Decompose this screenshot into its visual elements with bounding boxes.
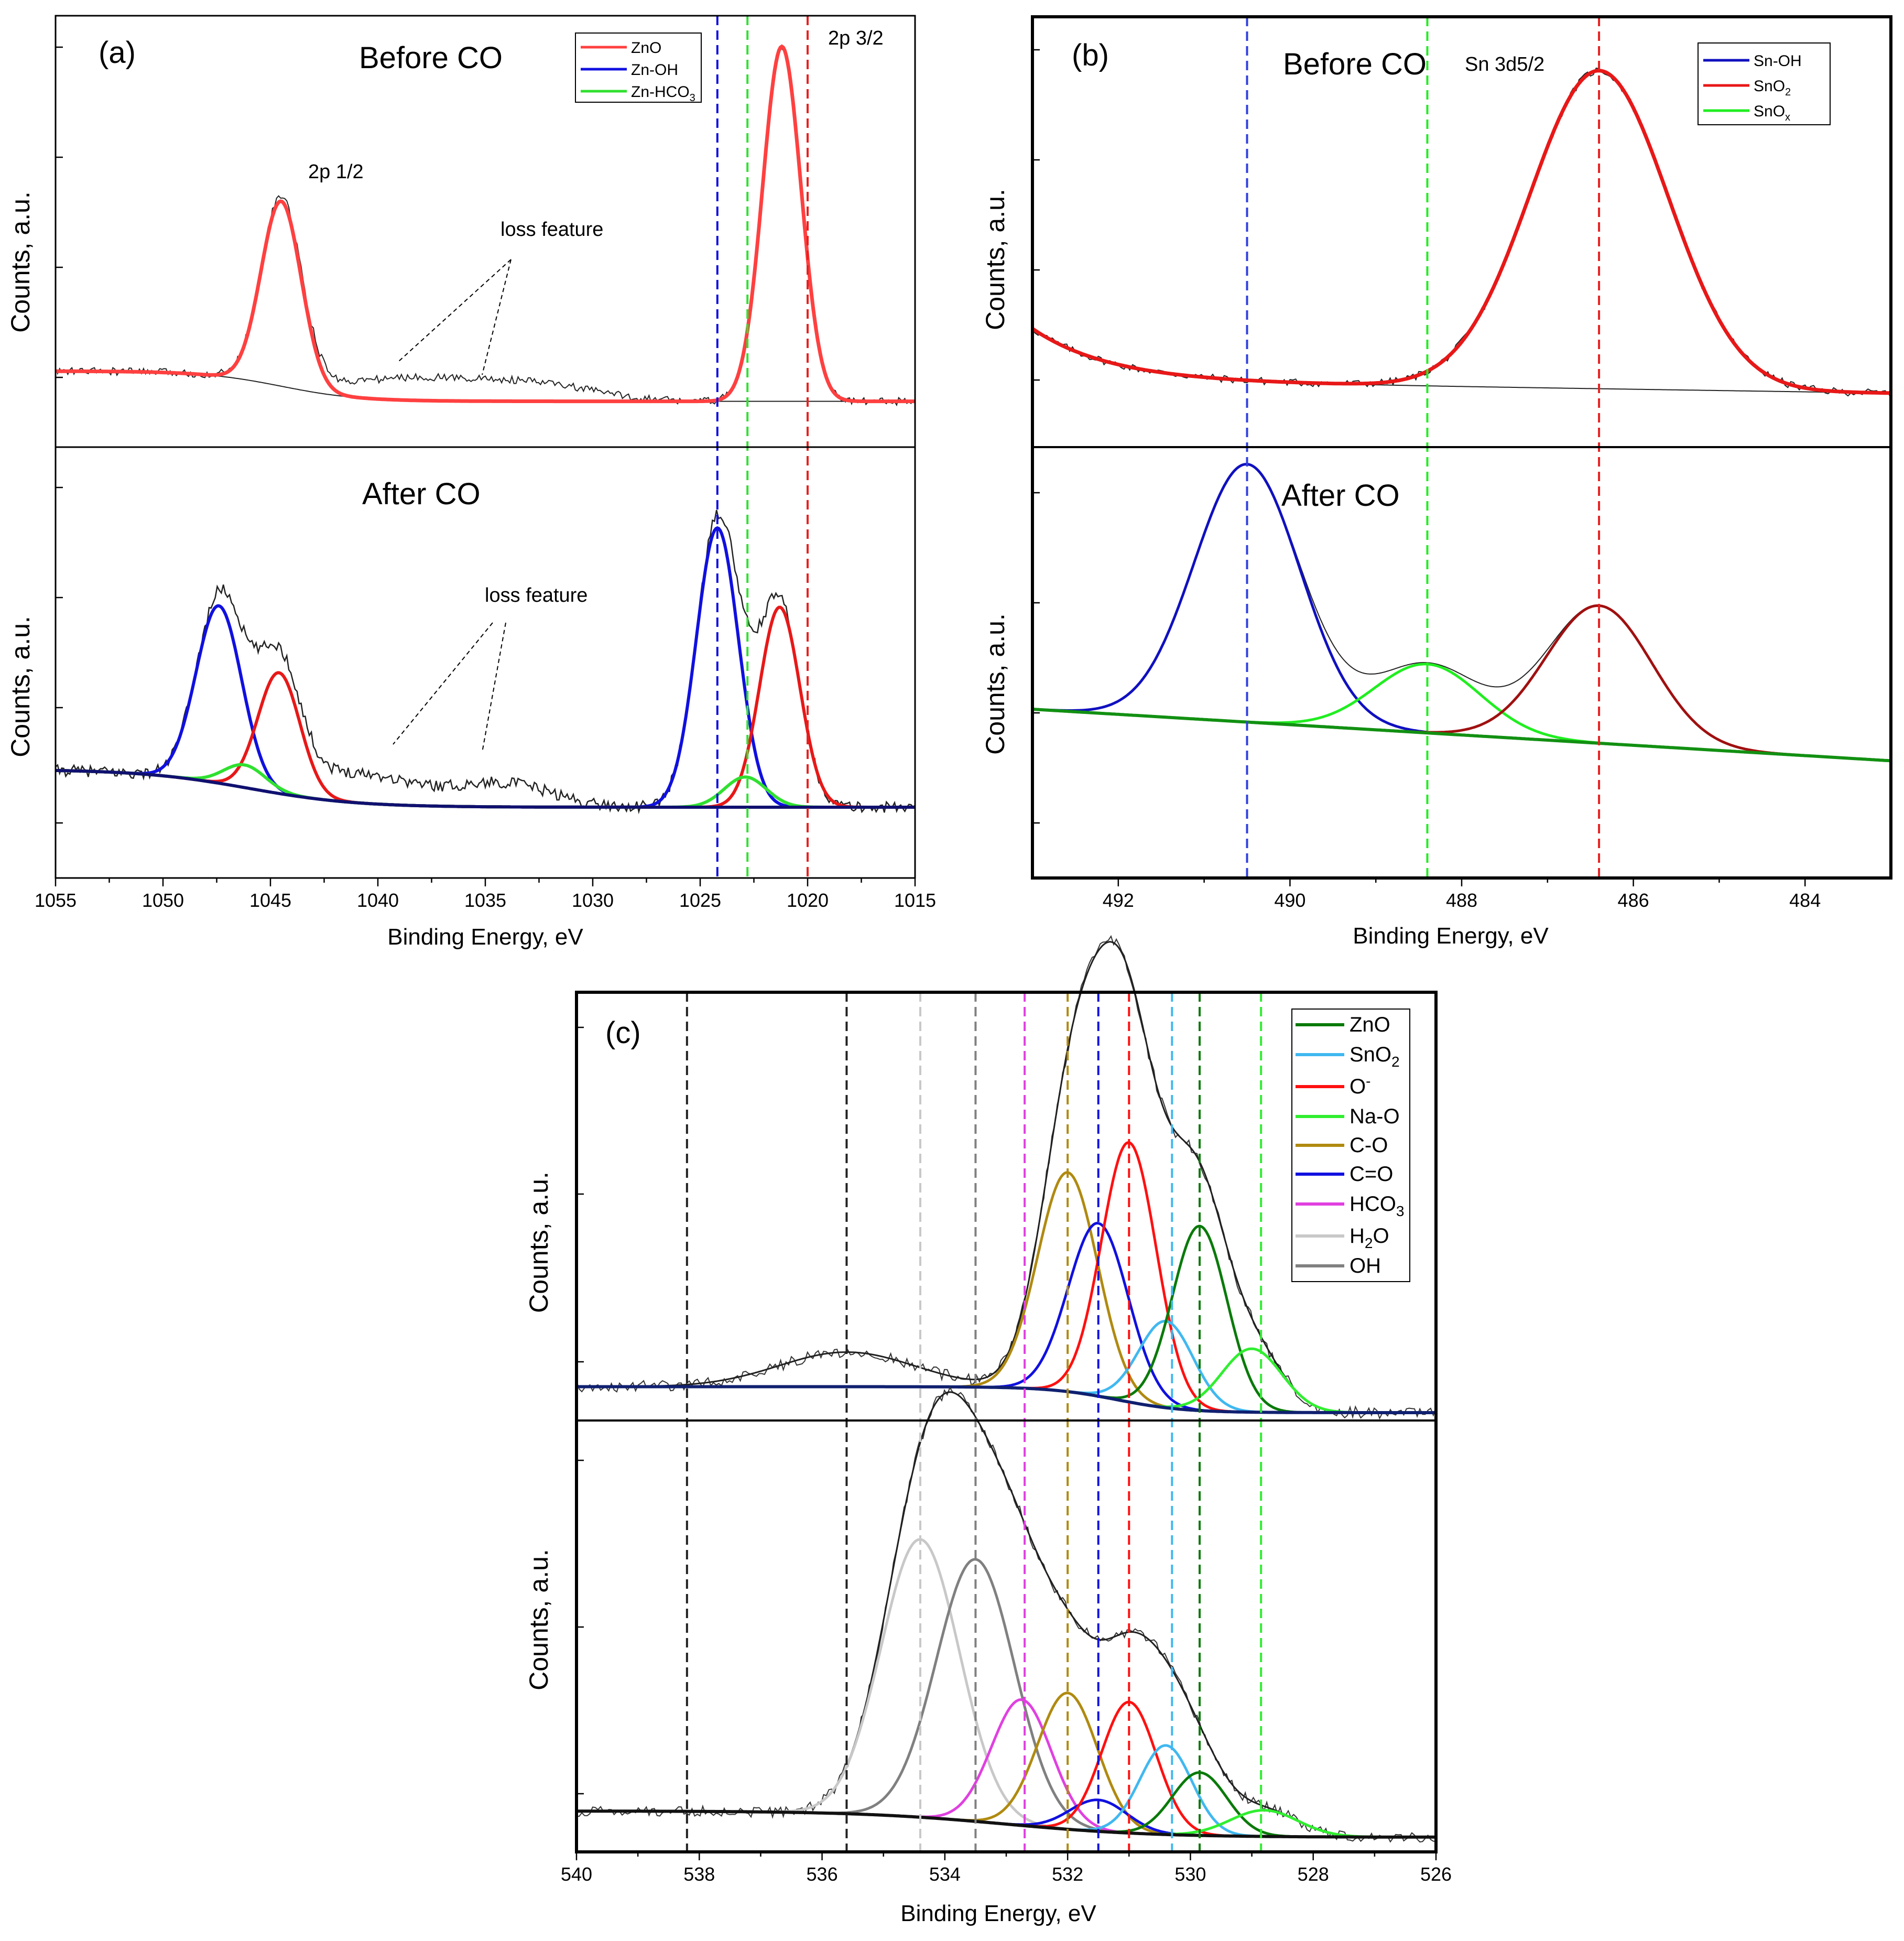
panel-c-xlabel: Binding Energy, eV	[900, 1901, 1096, 1926]
x-tick-label: 528	[1298, 1863, 1329, 1885]
peak-label-sn3d52: Sn 3d5/2	[1465, 53, 1544, 75]
raw-spectrum	[576, 1386, 1437, 1843]
fit-oh	[576, 1558, 1436, 1839]
panel-b-top-title: Before CO	[1283, 47, 1427, 81]
raw-spectrum	[55, 509, 916, 815]
x-tick-label: 486	[1618, 890, 1649, 911]
panel-b-x-ticks: 492 490 488 486 484	[1103, 878, 1821, 911]
x-tick-label: 484	[1789, 890, 1821, 911]
fit-sno2	[576, 1319, 1436, 1414]
panel-a-legend: ZnO Zn-OH Zn-HCO3	[575, 32, 702, 104]
panel-a-bottom-ylabel: Counts, a.u.	[6, 616, 35, 757]
legend-label-zno: ZnO	[631, 39, 661, 57]
legend-label-c-co: C-O	[1350, 1134, 1388, 1157]
legend-label-snox: SnOx	[1754, 103, 1790, 123]
x-tick-label: 1045	[249, 890, 291, 911]
x-tick-label: 536	[807, 1863, 838, 1885]
x-tick-label: 540	[561, 1863, 592, 1885]
fit-zno	[56, 44, 915, 404]
panel-b-bottom-ylabel: Counts, a.u.	[981, 613, 1010, 755]
panel-c-y-ticks	[576, 1026, 584, 1795]
fit-o-	[576, 1700, 1436, 1839]
panel-c-label: (c)	[605, 1016, 641, 1050]
x-tick-label: 1030	[572, 890, 614, 911]
legend-label-c-zno: ZnO	[1350, 1013, 1390, 1036]
panel-b-top-ylabel: Counts, a.u.	[981, 189, 1010, 330]
panel-a-curves	[55, 44, 916, 815]
panel-a-top-title: Before CO	[359, 41, 503, 75]
legend-label-c-hco3: HCO3	[1350, 1192, 1404, 1219]
raw-spectrum	[1032, 67, 1891, 397]
legend-label-zn-oh: Zn-OH	[631, 61, 678, 79]
fit-zno	[576, 1771, 1436, 1839]
peak-label-2p12: 2p 1/2	[308, 161, 364, 183]
panel-b-legend: Sn-OH SnO2 SnOx	[1698, 42, 1831, 125]
x-tick-label: 534	[929, 1863, 961, 1885]
fit-zn-oh	[55, 526, 915, 809]
background-line	[576, 1809, 1437, 1839]
fit-snox	[1032, 663, 1891, 762]
x-tick-label: 492	[1103, 890, 1134, 911]
x-tick-label: 1050	[142, 890, 184, 911]
legend-label-c-oh: OH	[1350, 1254, 1381, 1277]
x-tick-label: 1040	[357, 890, 399, 911]
panel-a-label: (a)	[99, 36, 136, 70]
x-tick-label: 1020	[787, 890, 829, 911]
panel-a-xlabel: Binding Energy, eV	[387, 924, 583, 950]
x-tick-label: 1055	[35, 890, 77, 911]
legend-label-c-h2o: H2O	[1350, 1224, 1389, 1251]
envelope	[576, 1391, 1436, 1838]
background-line	[1032, 708, 1891, 763]
x-tick-label: 1015	[894, 890, 936, 911]
x-tick-label: 538	[683, 1863, 715, 1885]
legend-label-zn-hco3: Zn-HCO3	[631, 83, 695, 104]
loss-feature-label-top: loss feature	[501, 219, 603, 241]
loss-feature-pointers	[393, 259, 512, 753]
fit-sno2	[1032, 604, 1891, 762]
x-tick-label: 1035	[464, 890, 506, 911]
panel-b-label: (b)	[1072, 38, 1109, 72]
fit-hco3	[576, 1698, 1436, 1839]
panel-c-bottom-ylabel: Counts, a.u.	[524, 1549, 553, 1690]
x-tick-label: 490	[1274, 890, 1305, 911]
loss-feature-label-bottom: loss feature	[485, 584, 587, 606]
x-tick-label: 530	[1174, 1863, 1206, 1885]
panel-b: 492 490 488 486 484 (b) Before CO After CO S…	[981, 15, 1892, 949]
fit-h2o	[576, 1538, 1436, 1839]
panel-c-curves	[576, 935, 1437, 1843]
x-tick-label: 526	[1420, 1863, 1452, 1885]
panel-a-top-ylabel: Counts, a.u.	[6, 191, 35, 333]
panel-b-curves	[1031, 67, 1891, 763]
panel-c-x-ticks: 540 538 536 534 532 530 528 526	[561, 1852, 1452, 1885]
legend-label-sn-oh: Sn-OH	[1754, 52, 1802, 70]
raw-spectrum	[55, 45, 916, 407]
panel-c: 540 538 536 534 532 530 528 526 (c) ZnO SnO2 O-…	[524, 935, 1452, 1926]
panel-a-y-ticks	[56, 46, 63, 824]
background-line	[576, 1385, 1436, 1414]
fit-sno2	[1031, 69, 1891, 395]
x-tick-label: 1025	[679, 890, 721, 911]
peak-label-2p32: 2p 3/2	[828, 27, 884, 49]
panel-c-legend: ZnO SnO2 O- Na-O C-O C=O HCO3 H2O OH	[1291, 1009, 1410, 1282]
panel-b-bottom-title: After CO	[1281, 479, 1400, 513]
panel-a-bottom-title: After CO	[362, 477, 481, 511]
panel-b-y-ticks	[1032, 49, 1040, 824]
panel-c-top-ylabel: Counts, a.u.	[524, 1172, 553, 1313]
legend-label-c-ominus: O-	[1350, 1073, 1370, 1098]
background-line	[55, 768, 915, 809]
x-tick-label: 488	[1446, 890, 1477, 911]
legend-label-c-sno2: SnO2	[1350, 1043, 1400, 1070]
legend-label-c-nao: Na-O	[1350, 1105, 1400, 1128]
legend-label-sno2: SnO2	[1754, 78, 1791, 98]
x-tick-label: 532	[1052, 1863, 1083, 1885]
panel-a: 1055 1050 1045 1040 1035 1030 1025 1020 1015 (a)…	[6, 15, 936, 950]
panel-b-xlabel: Binding Energy, eV	[1353, 923, 1549, 949]
legend-label-c-c2o: C=O	[1350, 1163, 1393, 1186]
panel-a-x-ticks: 1055 1050 1045 1040 1035 1030 1025 1020 1015	[35, 878, 936, 911]
panel-c-reference-lines	[686, 992, 1263, 1852]
